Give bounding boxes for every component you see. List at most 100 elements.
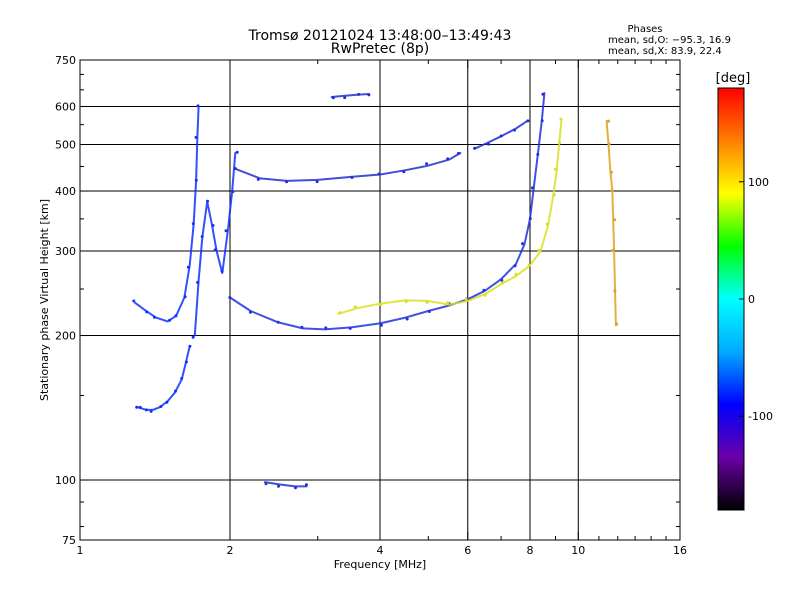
data-point [194,135,198,139]
data-point [180,376,184,380]
data-point [613,289,617,293]
y-tick-label: 100 [55,474,76,487]
data-point [144,408,148,412]
data-point [211,224,215,227]
data-point [224,229,228,233]
data-point [559,117,563,121]
data-point [294,486,297,490]
y-tick-label: 500 [55,139,76,152]
phase-stats-x: mean, sd,X: 83.9, 22.4 [608,46,722,57]
data-point [499,134,503,138]
data-point [425,162,429,166]
data-point [184,360,188,364]
data-point [149,409,153,413]
trace-series-4 [234,152,462,182]
data-point [446,301,450,305]
data-point [607,119,610,123]
data-point [526,119,530,123]
colorbar-tick-label: 100 [748,176,769,189]
phase-stats: Phases mean, sd,O: −95.3, 16.9 mean, sd,… [608,24,731,57]
data-layer [132,92,619,490]
data-point [607,142,611,146]
data-point [514,272,518,276]
trace-series-1 [134,105,200,323]
data-point [405,317,409,321]
y-axis: 75 100 200 300 400 500 600 750 [55,54,680,547]
data-point [304,483,308,487]
data-point [379,323,383,327]
y-axis-label: Stationary phase Virtual Height [km] [38,199,51,401]
data-point [196,104,200,108]
trace-series-0 [135,345,191,411]
y-tick-label: 600 [55,101,76,114]
data-point [377,172,381,176]
data-point [186,265,190,269]
data-point [159,405,163,409]
chart-title: Tromsø 20121024 13:48:00–13:49:43 [248,28,512,44]
data-point [552,193,556,197]
grid-layer [80,60,680,540]
data-point [276,320,280,324]
data-point [350,176,354,179]
data-point [264,482,268,486]
data-point [135,405,139,409]
x-tick-label: 1 [77,544,84,557]
data-point [168,318,172,322]
data-point [357,92,361,96]
data-point [540,119,544,123]
data-point [537,248,541,252]
data-point [367,93,371,97]
x-axis: 1 2 4 6 8 10 16 [77,60,687,557]
data-point [235,150,239,154]
colorbar-tick-label: -100 [748,410,773,423]
data-point [610,189,614,193]
data-point [183,295,187,299]
data-point [348,326,352,330]
data-point [206,199,210,203]
x-tick-label: 16 [673,544,687,557]
data-point [194,178,198,182]
y-tick-label: 75 [62,534,76,547]
data-point [174,314,178,318]
data-point [200,235,204,238]
data-point [610,249,614,252]
data-point [609,170,613,174]
colorbar-tick-label: 0 [748,293,755,306]
data-point [174,389,177,393]
x-tick-label: 8 [527,544,534,557]
trace-series-1 [193,152,237,337]
data-point [487,142,490,146]
data-point [553,167,557,171]
data-point [545,222,549,226]
colorbar: [deg] 100 0 -100 [716,71,773,511]
data-point [541,92,545,96]
data-point [248,310,252,314]
data-point [528,217,532,221]
data-point [132,299,136,303]
colorbar-label: [deg] [716,71,751,86]
x-tick-label: 4 [377,544,384,557]
y-tick-label: 750 [55,54,76,67]
trace-series-5 [330,93,370,98]
y-tick-label: 400 [55,185,76,198]
data-point [220,269,224,273]
data-point [191,222,195,226]
data-point [338,311,342,315]
data-point [315,180,319,184]
x-tick-label: 2 [227,544,234,557]
data-point [138,405,142,409]
chart-subtitle: RwPretec (8p) [331,41,429,57]
data-point [427,310,431,313]
data-point [145,310,149,314]
x-axis-label: Frequency [MHz] [334,558,426,571]
data-point [530,186,534,190]
data-point [482,288,486,292]
data-point [331,96,335,100]
data-point [256,177,260,181]
colorbar-ticks: 100 0 -100 [739,176,773,423]
data-point [536,153,540,156]
data-point [501,281,504,285]
data-point [191,335,195,339]
trace-series-2 [229,92,546,331]
